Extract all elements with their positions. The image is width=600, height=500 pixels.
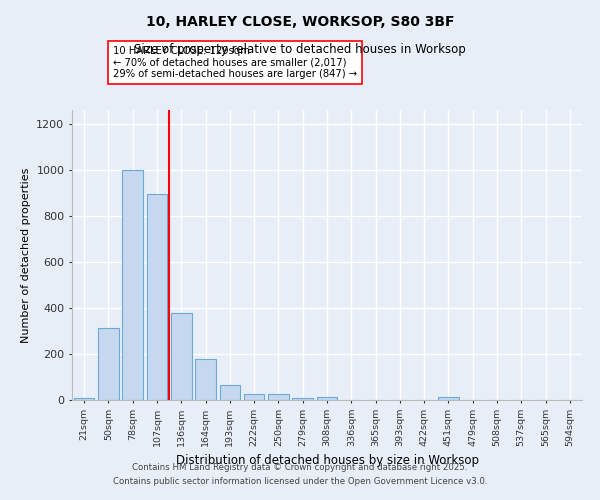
Bar [146,194,167,400]
Bar [171,312,191,400]
Text: 10 HARLEY CLOSE: 129sqm
← 70% of detached houses are smaller (2,017)
29% of semi: 10 HARLEY CLOSE: 129sqm ← 70% of detache… [113,46,357,80]
Bar [98,328,119,400]
Bar [195,359,216,400]
Bar [268,394,289,400]
X-axis label: Distribution of detached houses by size in Worksop: Distribution of detached houses by size … [176,454,479,468]
Text: Contains HM Land Registry data © Crown copyright and database right 2025.: Contains HM Land Registry data © Crown c… [132,464,468,472]
Bar [244,394,265,400]
Bar [317,396,337,400]
Bar [74,398,94,400]
Bar [122,170,143,400]
Bar [292,398,313,400]
Text: 10, HARLEY CLOSE, WORKSOP, S80 3BF: 10, HARLEY CLOSE, WORKSOP, S80 3BF [146,15,454,29]
Text: Size of property relative to detached houses in Worksop: Size of property relative to detached ho… [134,42,466,56]
Y-axis label: Number of detached properties: Number of detached properties [20,168,31,342]
Bar [220,385,240,400]
Text: Contains public sector information licensed under the Open Government Licence v3: Contains public sector information licen… [113,477,487,486]
Bar [438,396,459,400]
